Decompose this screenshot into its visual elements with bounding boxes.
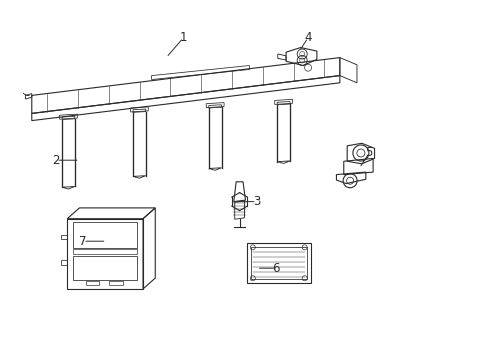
Text: 4: 4: [304, 31, 311, 44]
Text: 1: 1: [179, 31, 187, 44]
Text: 6: 6: [272, 262, 280, 275]
Text: 3: 3: [252, 195, 260, 208]
Text: 5: 5: [365, 147, 372, 159]
Text: 2: 2: [52, 154, 60, 167]
Text: 7: 7: [79, 235, 87, 248]
